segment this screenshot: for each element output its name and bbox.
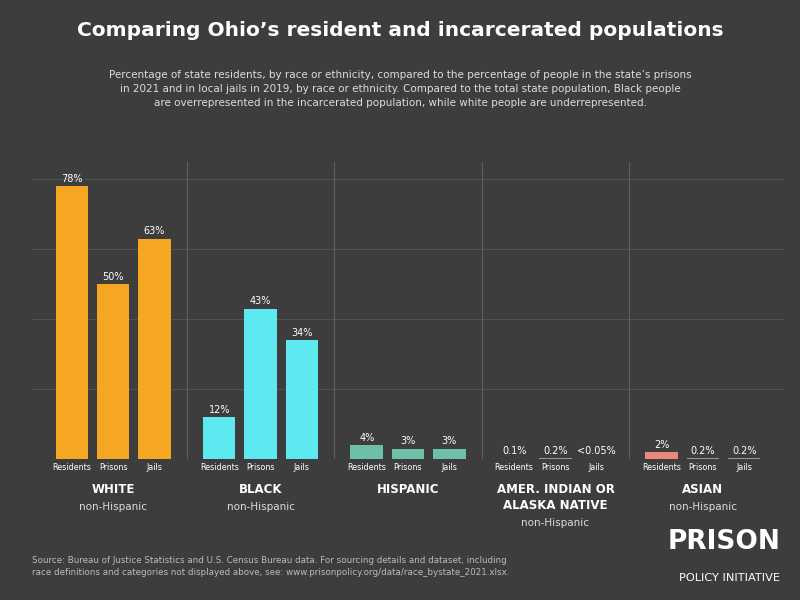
Text: Prisons: Prisons xyxy=(689,463,717,472)
Bar xyxy=(244,309,277,459)
Text: non-Hispanic: non-Hispanic xyxy=(79,502,147,512)
Bar xyxy=(97,284,130,459)
Text: non-Hispanic: non-Hispanic xyxy=(522,518,590,529)
Bar xyxy=(728,458,761,459)
Text: POLICY INITIATIVE: POLICY INITIATIVE xyxy=(679,573,780,583)
Bar xyxy=(539,458,572,459)
Bar xyxy=(350,445,383,459)
Bar xyxy=(392,449,424,459)
Text: AMER. INDIAN OR
ALASKA NATIVE: AMER. INDIAN OR ALASKA NATIVE xyxy=(497,483,614,512)
Text: 12%: 12% xyxy=(209,404,230,415)
Text: <0.05%: <0.05% xyxy=(578,446,616,457)
Text: Residents: Residents xyxy=(200,463,238,472)
Text: 2%: 2% xyxy=(654,440,670,449)
Text: Jails: Jails xyxy=(146,463,162,472)
Text: Jails: Jails xyxy=(294,463,310,472)
Text: non-Hispanic: non-Hispanic xyxy=(669,502,737,512)
Text: Jails: Jails xyxy=(442,463,458,472)
Text: ASIAN: ASIAN xyxy=(682,483,723,496)
Text: 0.2%: 0.2% xyxy=(543,446,568,456)
Text: Residents: Residents xyxy=(347,463,386,472)
Bar xyxy=(433,449,466,459)
Bar xyxy=(686,458,719,459)
Bar xyxy=(138,239,170,459)
Text: 0.1%: 0.1% xyxy=(502,446,526,456)
Bar xyxy=(55,187,88,459)
Text: Prisons: Prisons xyxy=(394,463,422,472)
Text: Prisons: Prisons xyxy=(542,463,570,472)
Bar xyxy=(286,340,318,459)
Text: 3%: 3% xyxy=(442,436,457,446)
Text: Residents: Residents xyxy=(52,463,91,472)
Text: Residents: Residents xyxy=(642,463,681,472)
Text: 0.2%: 0.2% xyxy=(690,446,715,456)
Text: HISPANIC: HISPANIC xyxy=(377,483,439,496)
Text: WHITE: WHITE xyxy=(91,483,134,496)
Text: 63%: 63% xyxy=(144,226,165,236)
Text: Prisons: Prisons xyxy=(99,463,127,472)
Text: Jails: Jails xyxy=(589,463,605,472)
Text: 43%: 43% xyxy=(250,296,271,307)
Text: non-Hispanic: non-Hispanic xyxy=(226,502,294,512)
Text: 0.2%: 0.2% xyxy=(732,446,757,456)
Text: 34%: 34% xyxy=(291,328,313,338)
Text: PRISON: PRISON xyxy=(667,529,780,555)
Text: 3%: 3% xyxy=(400,436,416,446)
Bar xyxy=(203,417,235,459)
Text: BLACK: BLACK xyxy=(238,483,282,496)
Text: 4%: 4% xyxy=(359,433,374,443)
Text: Percentage of state residents, by race or ethnicity, compared to the percentage : Percentage of state residents, by race o… xyxy=(109,70,691,108)
Text: Source: Bureau of Justice Statistics and U.S. Census Bureau data. For sourcing d: Source: Bureau of Justice Statistics and… xyxy=(32,556,510,577)
Bar xyxy=(646,452,678,459)
Text: Jails: Jails xyxy=(736,463,752,472)
Text: 50%: 50% xyxy=(102,272,124,282)
Text: Prisons: Prisons xyxy=(246,463,274,472)
Text: Comparing Ohio’s resident and incarcerated populations: Comparing Ohio’s resident and incarcerat… xyxy=(77,21,723,40)
Text: 78%: 78% xyxy=(61,174,82,184)
Text: Residents: Residents xyxy=(494,463,534,472)
